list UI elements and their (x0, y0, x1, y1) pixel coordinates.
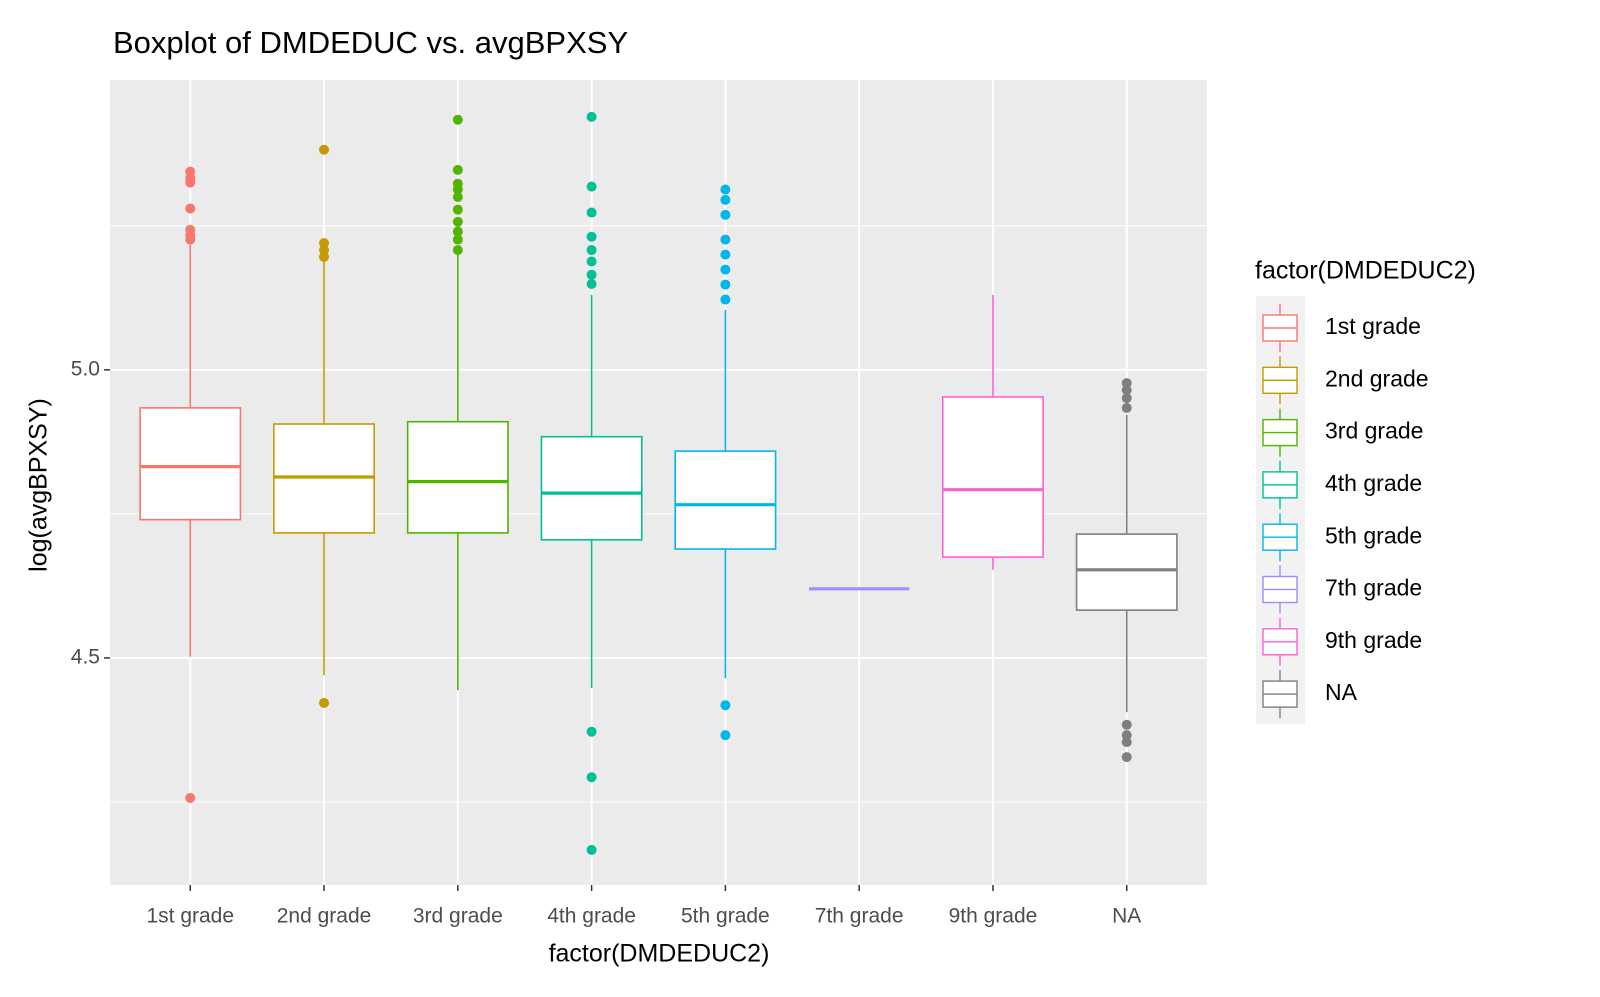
outlier (185, 203, 196, 214)
outlier (452, 244, 463, 255)
x-tick-label: 7th grade (815, 905, 904, 928)
outlier (452, 184, 463, 195)
legend-label: 5th grade (1325, 522, 1422, 548)
outlier (319, 244, 330, 255)
outlier (720, 194, 731, 205)
outlier (720, 184, 731, 195)
outlier (1121, 752, 1132, 763)
outlier (319, 251, 330, 262)
y-axis-title: log(avgBPXSY) (25, 398, 53, 572)
x-tick-label: 9th grade (949, 905, 1038, 928)
outlier (452, 114, 463, 125)
outlier (586, 244, 597, 255)
legend-label: 7th grade (1325, 575, 1422, 601)
y-tick-label: 5.0 (71, 357, 100, 380)
outlier (1121, 402, 1132, 413)
outlier (720, 294, 731, 305)
legend-label: 3rd grade (1325, 418, 1423, 444)
legend-label: 9th grade (1325, 627, 1422, 653)
outlier (586, 111, 597, 122)
outlier (586, 181, 597, 192)
outlier (586, 726, 597, 737)
outlier (185, 234, 196, 245)
outlier (720, 209, 731, 220)
legend-label: 2nd grade (1325, 365, 1429, 391)
outlier (319, 697, 330, 708)
outlier (452, 204, 463, 215)
outlier (720, 249, 731, 260)
outlier (1121, 737, 1132, 748)
outlier (586, 256, 597, 267)
outlier (1121, 378, 1132, 389)
legend-title: factor(DMDEDUC2) (1255, 257, 1476, 285)
y-tick-label: 4.5 (71, 646, 100, 669)
outlier (185, 792, 196, 803)
box (406, 420, 509, 534)
outlier (586, 231, 597, 242)
box (1075, 533, 1178, 611)
outlier (319, 144, 330, 155)
legend-label: NA (1325, 679, 1358, 705)
chart-title: Boxplot of DMDEDUC vs. avgBPXSY (113, 25, 628, 60)
outlier (452, 226, 463, 237)
box (674, 450, 777, 550)
x-tick-label: 2nd grade (277, 905, 372, 928)
outlier (586, 844, 597, 855)
outlier (1121, 730, 1132, 741)
x-tick-label: NA (1112, 905, 1141, 928)
x-axis-title: factor(DMDEDUC2) (549, 940, 770, 968)
outlier (720, 700, 731, 711)
x-tick-label: 5th grade (681, 905, 770, 928)
outlier (1121, 393, 1132, 404)
outlier (1121, 719, 1132, 730)
x-tick-label: 3rd grade (413, 905, 503, 928)
outlier (452, 216, 463, 227)
outlier (319, 238, 330, 249)
box (139, 407, 242, 521)
box (540, 435, 643, 541)
outlier (720, 234, 731, 245)
outlier (1121, 385, 1132, 396)
x-tick-label: 1st grade (146, 905, 234, 928)
outlier (586, 269, 597, 280)
outlier (586, 207, 597, 218)
outlier (586, 278, 597, 289)
outlier (586, 772, 597, 783)
x-tick-label: 4th grade (547, 905, 636, 928)
legend-label: 4th grade (1325, 470, 1422, 496)
outlier (452, 234, 463, 245)
box (941, 396, 1044, 558)
outlier (720, 264, 731, 275)
outlier (720, 730, 731, 741)
outlier (452, 164, 463, 175)
outlier (185, 177, 196, 188)
outlier (720, 279, 731, 290)
legend-label: 1st grade (1325, 313, 1421, 339)
outlier (452, 191, 463, 202)
